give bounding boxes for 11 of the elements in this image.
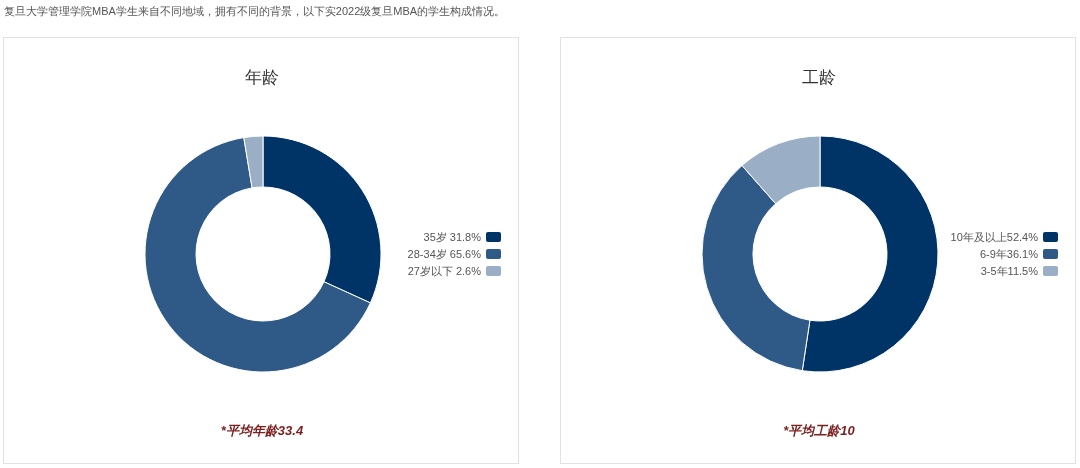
- legend-label: 6-9年36.1%: [979, 248, 1039, 260]
- text: 复旦大学管理学院MBA学生来自不同地域，拥有不同的背景，以下实2022级复旦MBA的学生构成情况。: [4, 4, 506, 19]
- legend-label: 10年及以上52.4%: [950, 231, 1039, 243]
- chart-title: 年龄: [245, 68, 279, 87]
- legend-label: 27岁以下 2.6%: [407, 265, 482, 277]
- text: *平均工龄10: [783, 423, 856, 438]
- chart-title: 工龄: [802, 68, 836, 87]
- legend-label: 35岁 31.8%: [423, 231, 482, 243]
- legend-label: 28-34岁 65.6%: [407, 248, 482, 260]
- text: *平均年龄33.4: [220, 423, 304, 438]
- legend-label: 3-5年11.5%: [980, 265, 1039, 277]
